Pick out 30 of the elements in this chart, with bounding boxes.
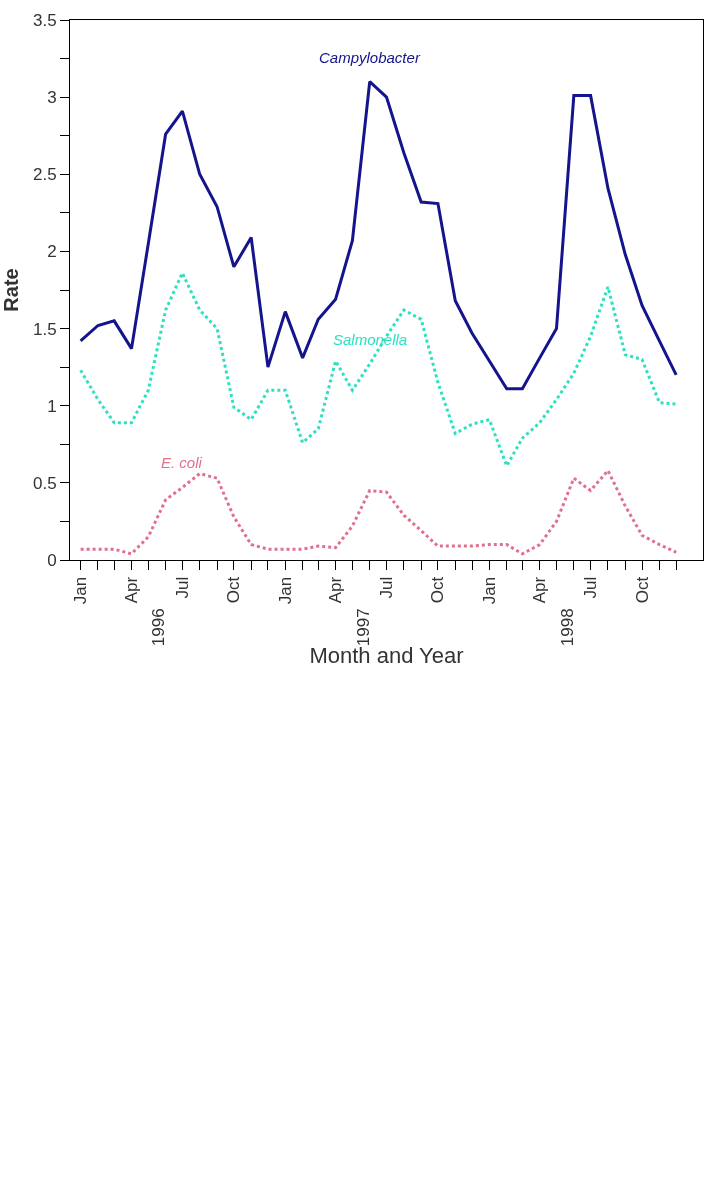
line-series — [79, 80, 678, 391]
x-tick-label: Oct — [632, 576, 652, 604]
x-tick-label: Jul — [172, 576, 192, 599]
y-tick-label: 0.5 — [32, 473, 57, 493]
x2-tick-label: 1996 — [149, 608, 169, 647]
y-tick-label: 1.5 — [32, 319, 57, 339]
x-tick-label: Jan — [275, 576, 295, 605]
series-label: Salmonella — [333, 331, 408, 348]
x-tick-label: Apr — [326, 576, 346, 604]
x2-tick-label: 1998 — [557, 608, 577, 647]
x-tick-label: Apr — [122, 576, 142, 604]
x2-tick-label: 1997 — [353, 608, 373, 647]
x-tick-label: Oct — [224, 576, 244, 604]
y-tick-label: 2.5 — [32, 165, 57, 185]
series-label: E. coli — [161, 454, 203, 471]
x-tick-label: Jul — [377, 576, 397, 599]
line-series — [79, 469, 678, 556]
y-tick-label: 3.5 — [32, 10, 57, 30]
y-tick-label: 3 — [47, 88, 57, 108]
x-tick-label: Oct — [428, 576, 448, 604]
x-tick-label: Jan — [71, 576, 91, 605]
x-tick-label: Jul — [581, 576, 601, 599]
series-label: Campylobacter — [319, 49, 421, 66]
x-tick-label: Jan — [479, 576, 499, 605]
x-tick-label: Apr — [530, 576, 550, 604]
y-axis-title: Rate — [0, 268, 22, 312]
y-tick-label: 2 — [47, 242, 57, 262]
line-series — [79, 271, 678, 468]
y-tick-label: 1 — [47, 396, 57, 416]
y-tick-label: 0 — [47, 550, 57, 570]
